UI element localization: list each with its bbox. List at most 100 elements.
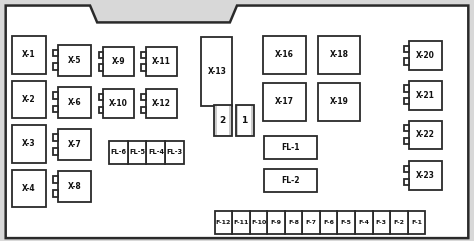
Bar <box>201 37 232 106</box>
Text: F-12: F-12 <box>216 220 231 225</box>
Bar <box>318 83 360 120</box>
Text: F-1: F-1 <box>411 220 422 225</box>
Bar <box>404 125 409 132</box>
Bar <box>302 211 320 234</box>
Bar <box>318 36 360 74</box>
Bar <box>12 125 46 163</box>
Text: F-3: F-3 <box>376 220 387 225</box>
Text: X-8: X-8 <box>67 182 82 191</box>
Text: F-4: F-4 <box>358 220 369 225</box>
Bar <box>146 89 177 118</box>
Bar <box>165 141 184 164</box>
Text: 1: 1 <box>241 116 248 125</box>
Text: X-10: X-10 <box>109 99 128 108</box>
Bar <box>404 98 409 104</box>
Text: X-19: X-19 <box>329 97 348 106</box>
Bar <box>99 107 103 113</box>
Bar <box>53 106 58 113</box>
Bar <box>146 141 165 164</box>
Text: 2: 2 <box>219 116 226 125</box>
Text: F-8: F-8 <box>288 220 299 225</box>
Bar <box>408 211 425 234</box>
Bar <box>337 211 355 234</box>
Text: X-21: X-21 <box>416 91 435 100</box>
Bar <box>12 170 46 207</box>
Bar <box>232 211 250 234</box>
Text: X-23: X-23 <box>416 171 435 181</box>
Bar <box>103 89 134 118</box>
Bar <box>214 105 232 136</box>
Text: X-22: X-22 <box>416 130 435 140</box>
Text: X-7: X-7 <box>67 140 82 149</box>
Bar <box>99 52 103 58</box>
Bar <box>141 94 146 100</box>
Bar <box>409 120 442 149</box>
Bar <box>409 41 442 70</box>
Text: X-6: X-6 <box>68 98 81 107</box>
Bar <box>141 64 146 71</box>
Bar <box>320 211 337 234</box>
Text: X-13: X-13 <box>208 67 226 76</box>
Bar <box>404 166 409 173</box>
Bar <box>58 129 91 160</box>
Text: X-12: X-12 <box>152 99 171 108</box>
Bar <box>53 176 58 183</box>
Text: F-6: F-6 <box>323 220 334 225</box>
Bar <box>238 106 251 135</box>
Bar <box>264 169 317 192</box>
Bar <box>267 211 285 234</box>
Bar <box>58 45 91 76</box>
Bar <box>250 211 267 234</box>
Text: X-3: X-3 <box>22 140 36 148</box>
Text: F-9: F-9 <box>271 220 282 225</box>
Bar <box>409 81 442 110</box>
Text: F-10: F-10 <box>251 220 266 225</box>
Bar <box>390 211 408 234</box>
Text: X-11: X-11 <box>152 57 171 66</box>
Bar <box>404 85 409 92</box>
Text: FL-3: FL-3 <box>167 149 183 155</box>
Text: X-4: X-4 <box>22 184 36 193</box>
Bar <box>128 141 146 164</box>
Bar <box>109 141 128 164</box>
Bar <box>103 47 134 76</box>
Bar <box>53 63 58 70</box>
Bar <box>285 211 302 234</box>
Text: FL-1: FL-1 <box>281 143 300 152</box>
Bar <box>404 58 409 65</box>
Bar <box>263 83 306 120</box>
Text: F-11: F-11 <box>233 220 249 225</box>
Bar <box>53 134 58 141</box>
Bar <box>409 161 442 190</box>
Text: X-2: X-2 <box>22 95 36 104</box>
Bar <box>58 171 91 202</box>
Bar <box>404 138 409 144</box>
Bar <box>217 106 229 135</box>
Bar <box>263 36 306 74</box>
Text: X-20: X-20 <box>416 51 435 60</box>
Text: X-5: X-5 <box>68 56 81 65</box>
Text: F-2: F-2 <box>393 220 404 225</box>
Bar <box>53 92 58 99</box>
Bar <box>12 81 46 118</box>
Bar <box>141 52 146 58</box>
Text: X-17: X-17 <box>275 97 294 106</box>
Bar <box>141 107 146 113</box>
Text: FL-4: FL-4 <box>148 149 164 155</box>
Text: X-1: X-1 <box>22 50 36 59</box>
Text: FL-5: FL-5 <box>129 149 145 155</box>
Text: X-18: X-18 <box>329 50 348 59</box>
Bar <box>373 211 390 234</box>
Text: X-9: X-9 <box>112 57 126 66</box>
Polygon shape <box>6 6 468 238</box>
Bar <box>58 87 91 118</box>
Text: F-7: F-7 <box>306 220 317 225</box>
Text: FL-2: FL-2 <box>281 176 300 185</box>
Bar <box>236 105 254 136</box>
Bar <box>53 148 58 155</box>
Bar <box>12 36 46 74</box>
Text: F-5: F-5 <box>341 220 352 225</box>
Bar <box>264 136 317 159</box>
Bar <box>53 190 58 197</box>
Bar <box>146 47 177 76</box>
